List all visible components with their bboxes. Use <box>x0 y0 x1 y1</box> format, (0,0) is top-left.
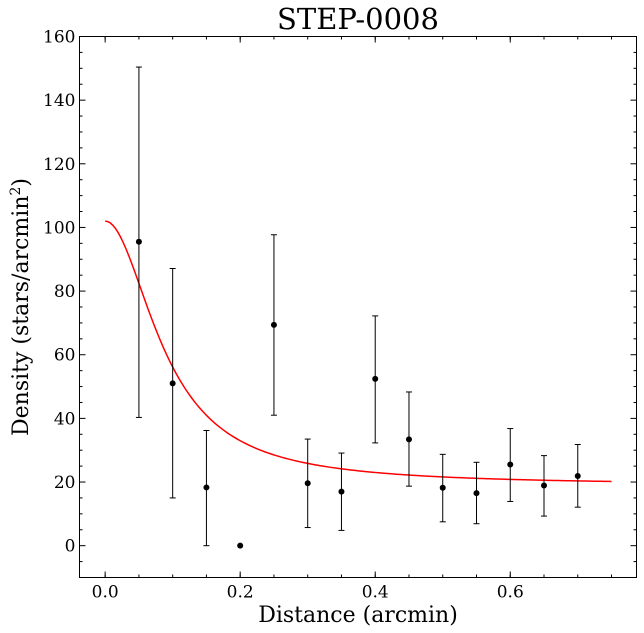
fit-layer <box>105 220 612 483</box>
x-tick-label: 0.2 <box>227 583 254 603</box>
data-point <box>203 484 210 491</box>
y-tick-label: 40 <box>54 409 76 429</box>
y-tick-label: 100 <box>43 218 75 238</box>
data-point <box>405 436 412 443</box>
y-tick-label: 60 <box>54 346 76 366</box>
x-tick-label: 0.0 <box>92 583 119 603</box>
axis-tick-labels: 0.0 0.2 0.4 0.6 0 20 40 60 80 100 120 140 160 <box>43 28 524 603</box>
data-point <box>473 490 480 497</box>
data-point <box>507 461 514 468</box>
y-axis-label-superscript: 2 <box>8 187 24 196</box>
y-tick-label: 20 <box>54 473 76 493</box>
y-axis-label-main: Density (stars/arcmin <box>9 196 34 437</box>
data-layer <box>135 66 581 549</box>
plot-frame <box>79 36 637 578</box>
axis-ticks <box>79 36 637 578</box>
data-point <box>338 488 345 495</box>
y-tick-label: 160 <box>43 28 75 48</box>
x-axis-label: Distance (arcmin) <box>258 603 458 628</box>
y-tick-label: 0 <box>65 537 76 557</box>
data-point <box>135 238 142 245</box>
x-tick-label: 0.4 <box>362 583 389 603</box>
data-point <box>439 484 446 491</box>
chart-title: STEP-0008 <box>277 2 439 36</box>
data-point <box>372 375 379 382</box>
x-tick-label: 0.6 <box>497 583 524 603</box>
data-point <box>304 480 311 487</box>
y-axis-label: Density (stars/arcmin2) <box>8 178 34 436</box>
data-point <box>574 472 581 479</box>
y-tick-label: 120 <box>43 155 75 175</box>
data-point <box>237 542 244 549</box>
data-point <box>169 380 176 387</box>
y-axis-label-close: ) <box>9 178 34 187</box>
y-tick-label: 140 <box>43 91 75 111</box>
y-tick-label: 80 <box>54 282 76 302</box>
profile-fit-line <box>105 220 612 483</box>
data-point <box>541 482 548 489</box>
data-point <box>270 321 277 328</box>
